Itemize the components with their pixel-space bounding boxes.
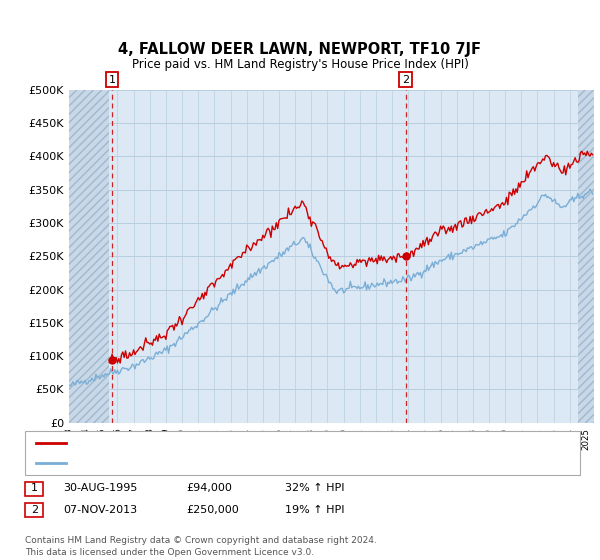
Text: 1: 1 [109, 74, 115, 85]
Text: Contains HM Land Registry data © Crown copyright and database right 2024.
This d: Contains HM Land Registry data © Crown c… [25, 536, 377, 557]
Text: £94,000: £94,000 [186, 483, 232, 493]
Text: 1: 1 [31, 483, 38, 493]
Text: 4, FALLOW DEER LAWN, NEWPORT, TF10 7JF (detached house): 4, FALLOW DEER LAWN, NEWPORT, TF10 7JF (… [72, 438, 396, 449]
Text: 2: 2 [402, 74, 409, 85]
Text: 19% ↑ HPI: 19% ↑ HPI [285, 505, 344, 515]
Bar [69, 90, 109, 423]
Text: 2: 2 [31, 505, 38, 515]
Text: 32% ↑ HPI: 32% ↑ HPI [285, 483, 344, 493]
Text: £250,000: £250,000 [186, 505, 239, 515]
Bar [578, 90, 594, 423]
Text: Price paid vs. HM Land Registry's House Price Index (HPI): Price paid vs. HM Land Registry's House … [131, 58, 469, 71]
Text: 30-AUG-1995: 30-AUG-1995 [63, 483, 137, 493]
Text: 4, FALLOW DEER LAWN, NEWPORT, TF10 7JF: 4, FALLOW DEER LAWN, NEWPORT, TF10 7JF [119, 42, 482, 57]
Text: 07-NOV-2013: 07-NOV-2013 [63, 505, 137, 515]
Text: HPI: Average price, detached house, Telford and Wrekin: HPI: Average price, detached house, Telf… [72, 458, 362, 468]
